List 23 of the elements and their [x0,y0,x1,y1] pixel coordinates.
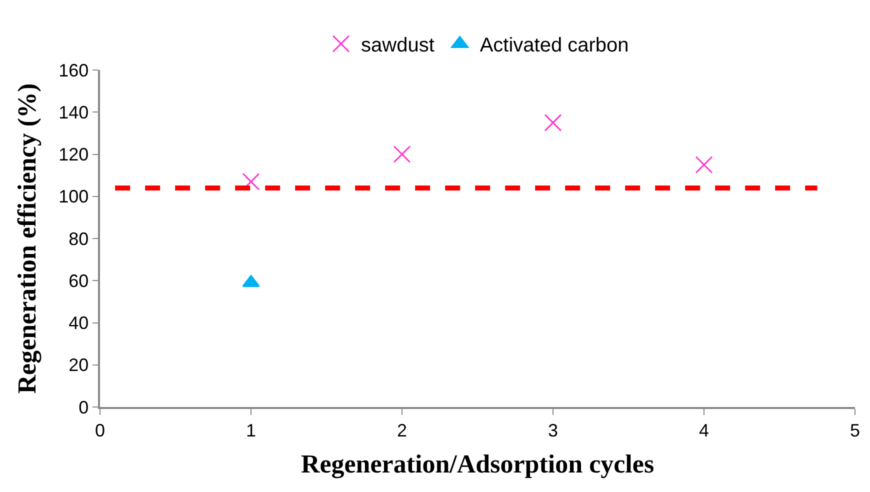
point [393,146,411,163]
y-tick-label: 40 [68,313,89,334]
y-tick-label: 160 [58,60,89,80]
y-tick-label: 140 [58,102,89,122]
x-tick-label: 2 [396,420,408,440]
y-tick-label: 100 [58,186,89,207]
x-tick-label: 4 [698,420,710,440]
y-tick-label: 60 [68,270,89,291]
x-tick-label: 5 [850,420,860,440]
x-tick-label: 0 [94,420,106,440]
y-axis-title: Regeneration efficiency (%) [12,83,42,394]
y-tick-label: 80 [68,228,89,249]
legend-label: Activated carbon [480,34,629,57]
legend-label: sawdust [361,34,435,57]
point [544,114,562,132]
y-tick-label: 20 [68,355,89,376]
x-tick-label: 3 [548,420,558,440]
point [695,156,713,174]
point [242,172,260,190]
x-tick-label: 1 [246,420,256,440]
y-tick-label: 120 [58,144,89,165]
y-tick-label: 0 [78,397,89,418]
x-axis-title: Regeneration/Adsorption cycles [300,450,654,479]
